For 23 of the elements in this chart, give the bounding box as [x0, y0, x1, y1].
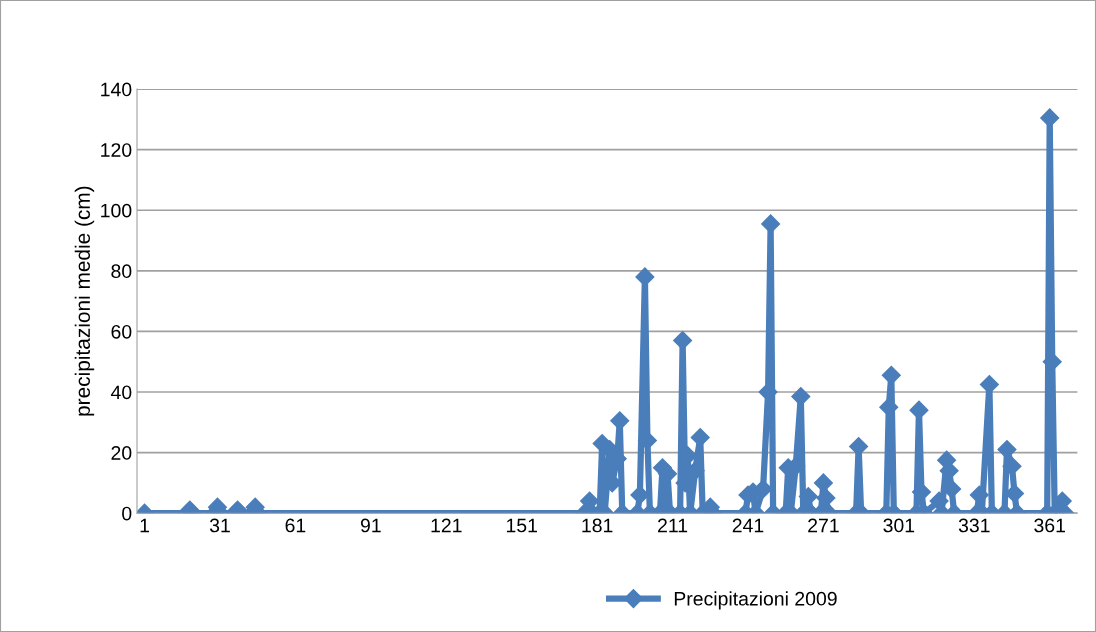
x-tick-label: 331: [958, 518, 990, 533]
x-tick-label: 271: [808, 518, 839, 533]
x-tick-label: 361: [1034, 518, 1065, 533]
x-tick-label: 211: [658, 518, 688, 533]
x-tick-label: 151: [506, 518, 537, 533]
y-tick-label: 120: [101, 143, 132, 157]
x-tick-label: 301: [883, 518, 915, 533]
y-tick-label: 100: [101, 203, 132, 218]
y-tick-label: 40: [110, 385, 132, 400]
x-tick-label: 181: [582, 518, 613, 533]
y-tick-label: 80: [111, 264, 132, 279]
x-tick-label: 61: [285, 518, 306, 533]
y-tick-label: 0: [122, 506, 132, 521]
y-axis-title: precipitazioni medie (cm): [74, 186, 95, 416]
y-tick-label: 20: [111, 446, 132, 460]
x-tick-label: 241: [732, 518, 764, 533]
y-tick-label: 140: [101, 82, 132, 97]
x-tick-label: 91: [360, 518, 381, 533]
x-tick-label: 121: [431, 518, 462, 533]
y-tick-label: 60: [111, 324, 132, 339]
x-tick-label: 31: [209, 518, 230, 533]
legend-label: Precipitazioni 2009: [674, 591, 837, 610]
x-tick-label: 1: [140, 518, 149, 533]
